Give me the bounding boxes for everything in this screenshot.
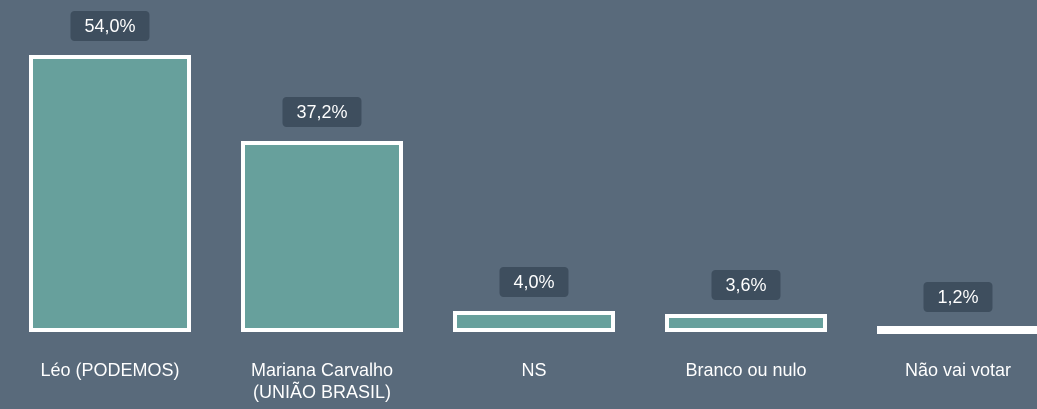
category-label: Léo (PODEMOS): [40, 360, 180, 380]
category-label: Não vai votar: [904, 360, 1012, 380]
bar: [29, 54, 191, 332]
value-label: 54,0%: [70, 10, 150, 41]
category-label: NS: [521, 360, 547, 380]
bar: [453, 311, 615, 332]
category-label: Branco ou nulo: [685, 360, 807, 380]
bar: [241, 141, 403, 332]
value-label: 4,0%: [499, 267, 569, 298]
value-label: 1,2%: [923, 281, 993, 312]
value-label: 37,2%: [282, 97, 362, 128]
value-label: 3,6%: [711, 269, 781, 300]
bar: [665, 313, 827, 332]
bar: [877, 325, 1037, 334]
category-label: Mariana Carvalho (UNIÃO BRASIL): [250, 360, 394, 402]
